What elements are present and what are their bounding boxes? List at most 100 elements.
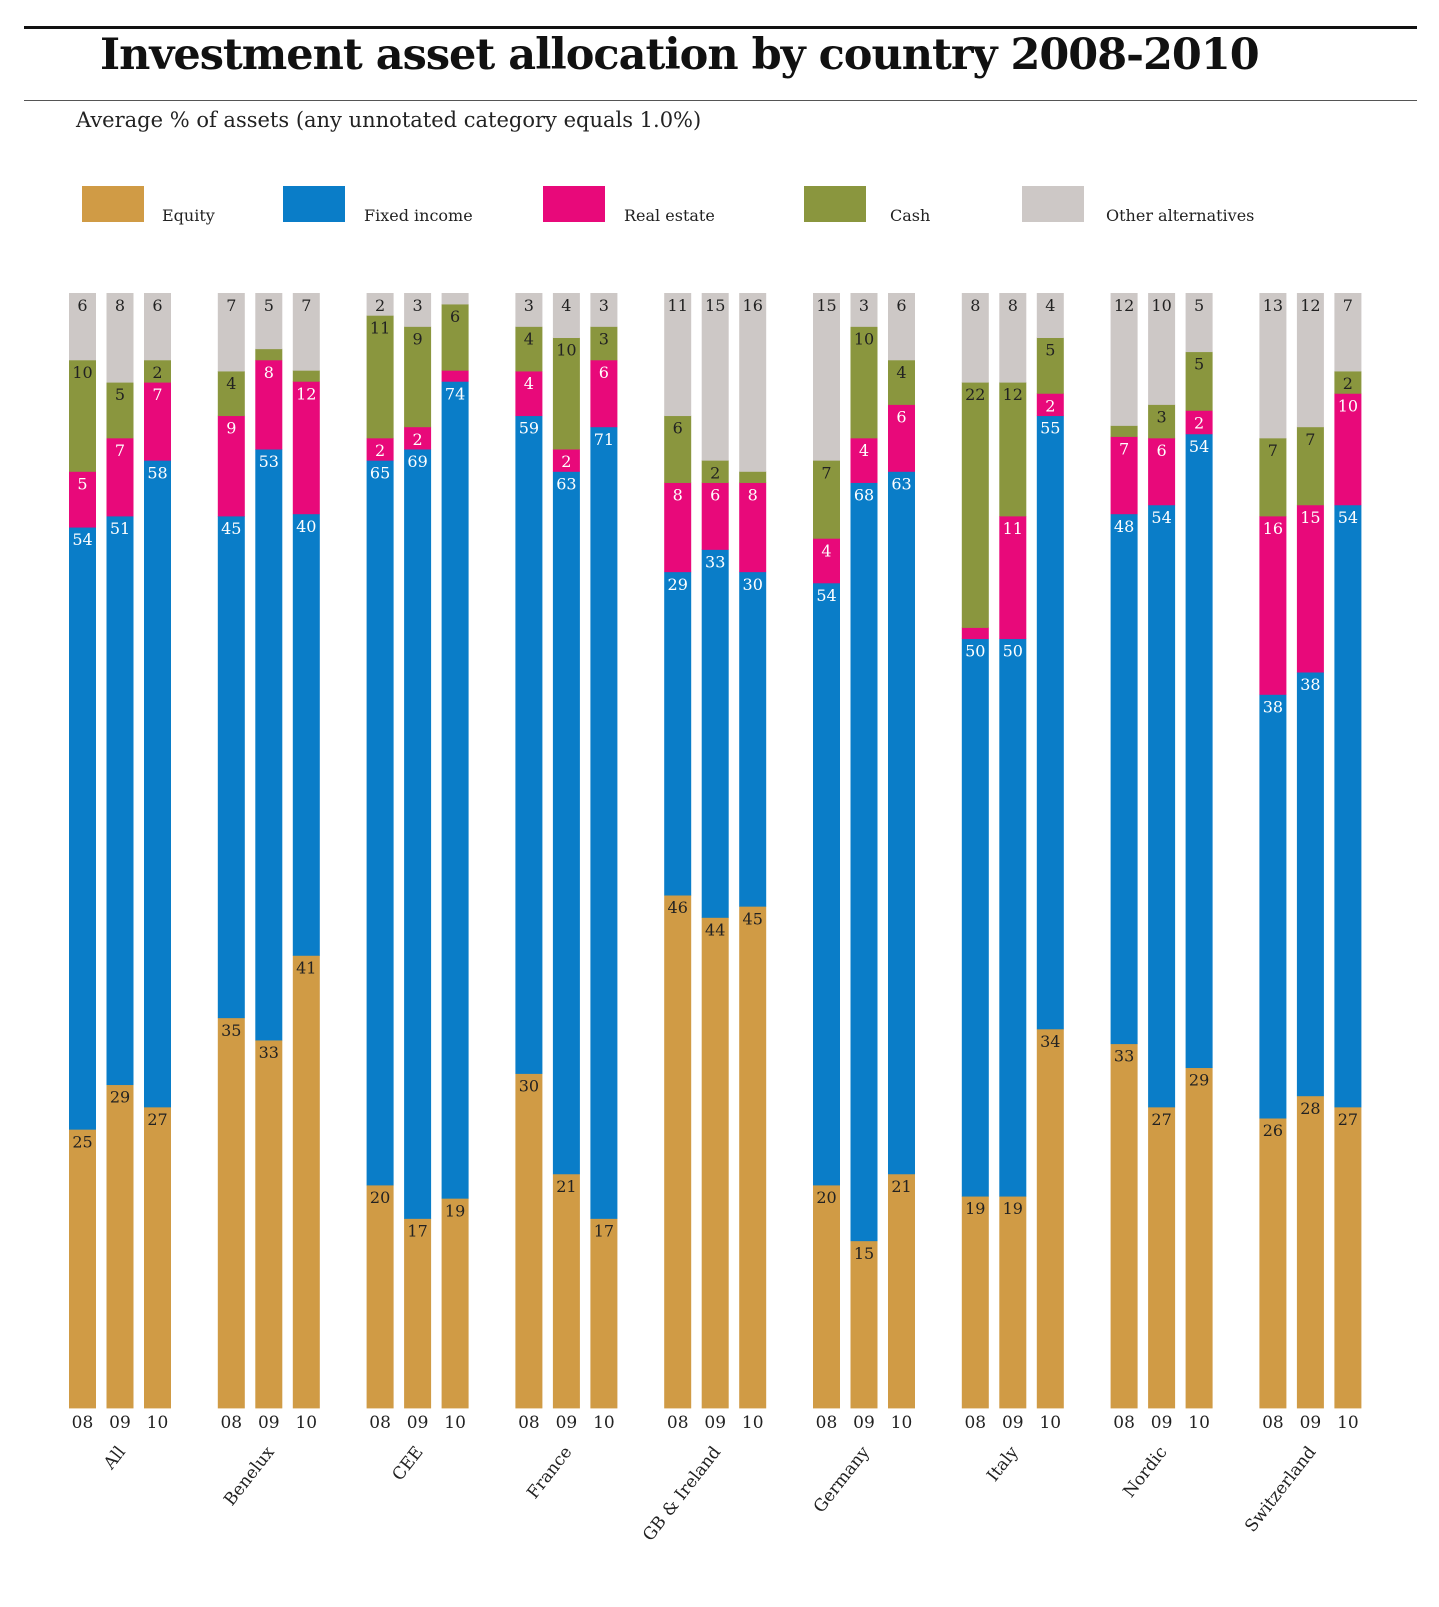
bar-france-10-real-estate bbox=[590, 359, 618, 428]
data-label-switzerland-10-equity: 27 bbox=[1338, 1110, 1358, 1129]
country-label-germany: Germany bbox=[810, 1442, 874, 1517]
bar-germany-09-real-estate bbox=[850, 437, 878, 483]
bar-france-08-equity bbox=[515, 1073, 543, 1409]
country-label-france: France bbox=[523, 1443, 576, 1503]
data-label-italy-10-real-estate: 2 bbox=[1045, 396, 1055, 415]
data-label-switzerland-09-fixed-income: 38 bbox=[1300, 675, 1320, 694]
bar-germany-09-equity bbox=[850, 1240, 878, 1409]
bar-benelux-09-other-alternatives bbox=[255, 293, 283, 350]
data-label-all-09-other-alternatives: 8 bbox=[115, 296, 125, 315]
data-label-nordic-10-cash: 5 bbox=[1194, 355, 1204, 374]
data-label-switzerland-10-cash: 2 bbox=[1343, 374, 1353, 393]
bar-benelux-08-equity bbox=[217, 1017, 245, 1409]
data-label-switzerland-10-other-alternatives: 7 bbox=[1343, 296, 1353, 315]
bar-italy-09-fixed-income bbox=[999, 638, 1027, 1197]
bar-all-09-fixed-income bbox=[106, 516, 134, 1086]
data-label-benelux-08-fixed-income: 45 bbox=[221, 519, 241, 538]
year-label-gb-ireland-09: 09 bbox=[704, 1413, 726, 1433]
data-label-france-09-cash: 10 bbox=[556, 341, 576, 360]
bar-nordic-09-real-estate bbox=[1148, 437, 1176, 506]
country-label-benelux: Benelux bbox=[220, 1442, 279, 1509]
bar-benelux-08-real-estate bbox=[217, 415, 245, 517]
data-label-all-08-fixed-income: 54 bbox=[72, 530, 92, 549]
bar-nordic-09-other-alternatives bbox=[1148, 293, 1176, 405]
year-label-benelux-09: 09 bbox=[258, 1413, 280, 1433]
data-label-italy-09-fixed-income: 50 bbox=[1003, 642, 1023, 661]
bar-germany-09-fixed-income bbox=[850, 482, 878, 1242]
bar-nordic-09-fixed-income bbox=[1148, 504, 1176, 1108]
data-label-nordic-09-cash: 3 bbox=[1157, 408, 1167, 427]
bar-switzerland-08-other-alternatives bbox=[1259, 293, 1287, 439]
data-label-germany-09-other-alternatives: 3 bbox=[859, 296, 869, 315]
data-label-france-10-equity: 17 bbox=[594, 1221, 614, 1240]
bar-france-10-other-alternatives bbox=[590, 293, 618, 327]
bar-italy-09-other-alternatives bbox=[999, 293, 1027, 383]
bar-benelux-10-other-alternatives bbox=[292, 293, 320, 371]
year-label-switzerland-08: 08 bbox=[1262, 1413, 1284, 1433]
bar-italy-10-fixed-income bbox=[1036, 415, 1064, 1030]
bar-france-09-other-alternatives bbox=[552, 293, 580, 338]
bar-nordic-10-real-estate bbox=[1185, 410, 1213, 435]
data-label-all-10-cash: 2 bbox=[152, 363, 162, 382]
bar-switzerland-10-other-alternatives bbox=[1334, 293, 1362, 372]
data-label-gb-ireland-09-fixed-income: 33 bbox=[705, 552, 725, 571]
title-divider bbox=[24, 100, 1417, 101]
bar-all-09-cash bbox=[106, 382, 134, 439]
bar-france-10-fixed-income bbox=[590, 426, 618, 1219]
data-label-gb-ireland-08-cash: 6 bbox=[673, 419, 683, 438]
year-label-cee-09: 09 bbox=[407, 1413, 429, 1433]
bar-benelux-08-other-alternatives bbox=[217, 293, 245, 372]
data-label-cee-09-cash: 9 bbox=[413, 329, 423, 348]
country-label-gb-ireland: GB & Ireland bbox=[639, 1443, 725, 1545]
bar-cee-08-real-estate bbox=[366, 437, 394, 461]
bar-switzerland-09-real-estate bbox=[1296, 504, 1324, 673]
data-label-switzerland-09-equity: 28 bbox=[1300, 1099, 1320, 1118]
bar-france-08-fixed-income bbox=[515, 415, 543, 1074]
bar-nordic-10-fixed-income bbox=[1185, 433, 1213, 1069]
data-label-nordic-10-fixed-income: 54 bbox=[1189, 437, 1209, 456]
data-label-all-08-cash: 10 bbox=[72, 363, 92, 382]
bar-france-09-equity bbox=[552, 1173, 580, 1409]
bar-germany-09-other-alternatives bbox=[850, 293, 878, 327]
data-label-italy-09-other-alternatives: 8 bbox=[1008, 296, 1018, 315]
data-label-all-09-real-estate: 7 bbox=[115, 441, 125, 460]
bar-france-10-equity bbox=[590, 1218, 618, 1409]
legend-label-other-alternatives: Other alternatives bbox=[1106, 206, 1255, 225]
bar-germany-08-cash bbox=[813, 460, 840, 539]
data-label-cee-08-equity: 20 bbox=[370, 1188, 390, 1207]
data-label-switzerland-09-real-estate: 15 bbox=[1300, 508, 1320, 527]
country-label-italy: Italy bbox=[983, 1442, 1023, 1485]
year-label-italy-08: 08 bbox=[964, 1413, 986, 1433]
data-label-france-10-cash: 3 bbox=[599, 329, 609, 348]
year-label-germany-10: 10 bbox=[891, 1413, 913, 1433]
bar-nordic-08-other-alternatives bbox=[1110, 293, 1138, 426]
bar-cee-08-cash bbox=[366, 315, 394, 439]
bar-germany-09-cash bbox=[850, 326, 878, 439]
data-label-nordic-09-fixed-income: 54 bbox=[1151, 508, 1171, 527]
data-label-cee-08-fixed-income: 65 bbox=[370, 463, 390, 482]
legend-swatch-real-estate bbox=[543, 186, 605, 222]
data-label-benelux-08-cash: 4 bbox=[226, 374, 236, 393]
data-label-cee-09-fixed-income: 69 bbox=[407, 452, 427, 471]
bar-germany-10-real-estate bbox=[888, 404, 915, 472]
year-label-italy-10: 10 bbox=[1039, 1413, 1061, 1433]
data-label-germany-09-equity: 15 bbox=[854, 1244, 874, 1263]
data-label-italy-08-fixed-income: 50 bbox=[965, 642, 985, 661]
data-label-germany-10-real-estate: 6 bbox=[896, 408, 906, 427]
year-label-gb-ireland-08: 08 bbox=[667, 1413, 689, 1433]
bar-switzerland-08-cash bbox=[1259, 437, 1287, 517]
bar-gb-ireland-09-cash bbox=[701, 460, 729, 483]
data-label-germany-09-fixed-income: 68 bbox=[854, 486, 874, 505]
year-label-benelux-10: 10 bbox=[295, 1413, 317, 1433]
data-label-cee-10-equity: 19 bbox=[445, 1201, 465, 1220]
year-label-gb-ireland-10: 10 bbox=[742, 1413, 764, 1433]
bar-italy-08-real-estate bbox=[961, 627, 989, 640]
legend-swatch-cash bbox=[804, 186, 866, 222]
data-label-germany-08-real-estate: 4 bbox=[821, 541, 831, 560]
data-label-france-08-fixed-income: 59 bbox=[519, 419, 539, 438]
data-label-nordic-10-other-alternatives: 5 bbox=[1194, 296, 1204, 315]
year-label-cee-08: 08 bbox=[369, 1413, 391, 1433]
bar-nordic-08-real-estate bbox=[1110, 436, 1138, 515]
chart-subtitle: Average % of assets (any unnotated categ… bbox=[76, 108, 702, 132]
bar-switzerland-08-real-estate bbox=[1259, 516, 1287, 695]
